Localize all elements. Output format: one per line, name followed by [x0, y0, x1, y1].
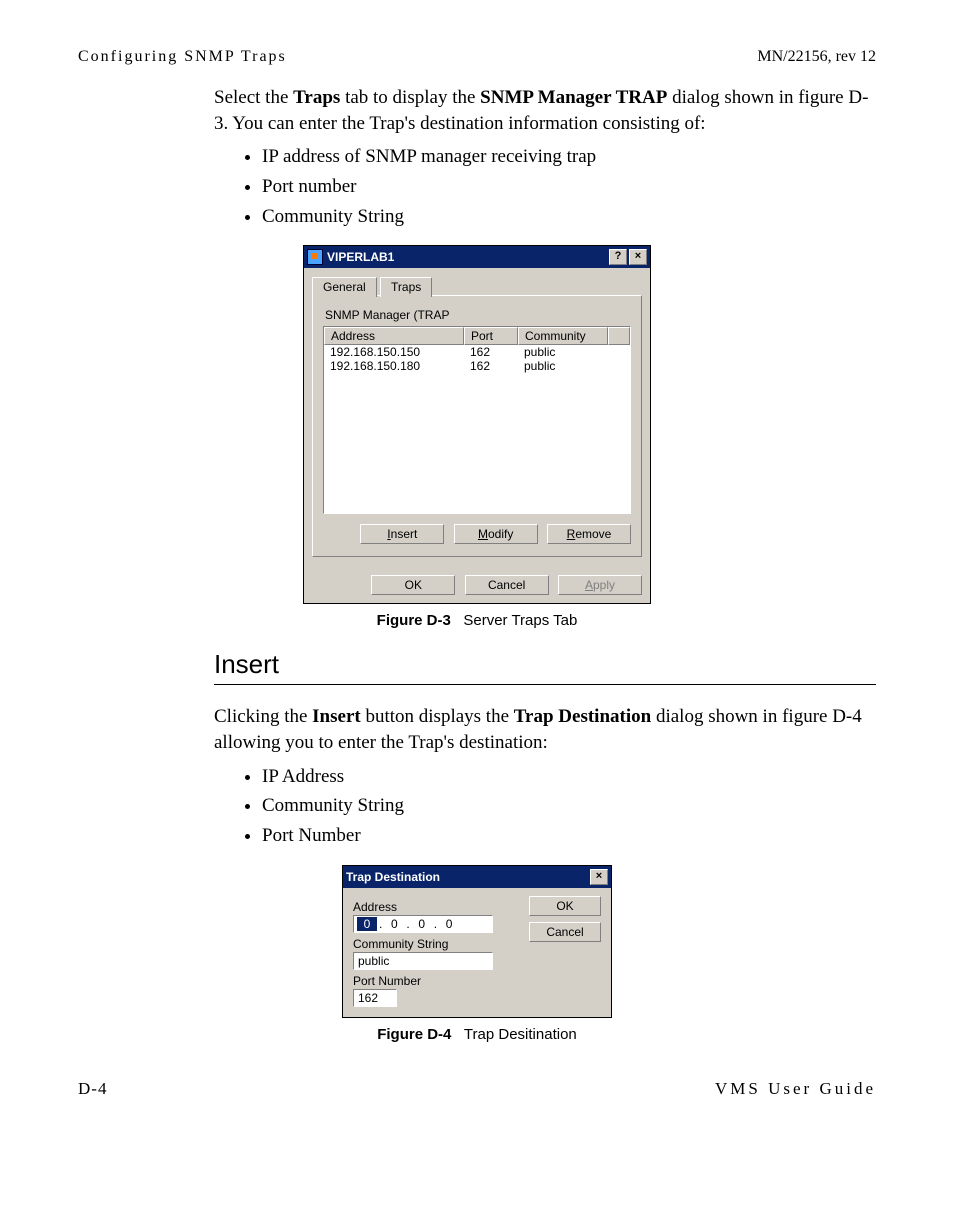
intro-bullets: IP address of SNMP manager receiving tra… — [214, 144, 876, 229]
ok-button[interactable]: OK — [529, 896, 601, 916]
tab-traps[interactable]: Traps — [380, 277, 432, 297]
tab-general[interactable]: General — [312, 277, 377, 297]
cell-address: 192.168.150.180 — [324, 359, 464, 373]
col-port[interactable]: Port — [464, 327, 518, 345]
cancel-button[interactable]: Cancel — [465, 575, 549, 595]
figure-caption-d3: Figure D-3 Server Traps Tab — [78, 612, 876, 629]
figure-caption-d4: Figure D-4 Trap Desitination — [78, 1026, 876, 1043]
community-label: Community String — [353, 937, 519, 951]
port-field[interactable]: 162 — [353, 989, 397, 1007]
section-heading-insert: Insert — [214, 647, 876, 682]
running-head-right: MN/22156, rev 12 — [757, 48, 876, 66]
community-field[interactable]: public — [353, 952, 493, 970]
address-label: Address — [353, 900, 519, 914]
ip-octet-1[interactable]: 0 — [357, 917, 377, 931]
remove-button[interactable]: Remove — [547, 524, 631, 544]
trap-listview[interactable]: Address Port Community 192.168.150.150 1… — [323, 326, 631, 514]
titlebar: VIPERLAB1 ? × — [304, 246, 650, 268]
col-address[interactable]: Address — [324, 327, 464, 345]
insert-paragraph: Clicking the Insert button displays the … — [214, 704, 876, 755]
window-title: Trap Destination — [346, 870, 588, 884]
list-item: Port Number — [262, 823, 876, 849]
cell-community: public — [518, 359, 608, 373]
cell-port: 162 — [464, 359, 518, 373]
app-icon — [307, 249, 323, 265]
cell-community: public — [518, 345, 608, 359]
viperlab1-dialog: VIPERLAB1 ? × General Traps SNMP Manager… — [303, 245, 651, 604]
list-item: Port number — [262, 174, 876, 200]
close-button[interactable]: × — [590, 869, 608, 885]
cancel-button[interactable]: Cancel — [529, 922, 601, 942]
list-item: IP address of SNMP manager receiving tra… — [262, 144, 876, 170]
ip-octet-2[interactable]: 0 — [384, 917, 404, 931]
ip-octet-3[interactable]: 0 — [412, 917, 432, 931]
table-row[interactable]: 192.168.150.150 162 public — [324, 345, 630, 359]
trap-destination-dialog: Trap Destination × Address 0. 0. 0. 0 Co… — [342, 865, 612, 1018]
insert-bullets: IP Address Community String Port Number — [214, 764, 876, 849]
intro-paragraph: Select the Traps tab to display the SNMP… — [214, 85, 876, 136]
ok-button[interactable]: OK — [371, 575, 455, 595]
groupbox-label: SNMP Manager (TRAP — [325, 308, 631, 322]
window-title: VIPERLAB1 — [327, 250, 607, 264]
col-spacer — [608, 327, 630, 345]
list-item: Community String — [262, 793, 876, 819]
help-button[interactable]: ? — [609, 249, 627, 265]
table-row[interactable]: 192.168.150.180 162 public — [324, 359, 630, 373]
list-item: Community String — [262, 204, 876, 230]
titlebar: Trap Destination × — [343, 866, 611, 888]
cell-port: 162 — [464, 345, 518, 359]
modify-button[interactable]: Modify — [454, 524, 538, 544]
col-community[interactable]: Community — [518, 327, 608, 345]
cell-address: 192.168.150.150 — [324, 345, 464, 359]
ip-address-field[interactable]: 0. 0. 0. 0 — [353, 915, 493, 933]
footer-title: VMS User Guide — [715, 1079, 876, 1099]
running-head-left: Configuring SNMP Traps — [78, 48, 287, 66]
insert-button[interactable]: Insert — [360, 524, 444, 544]
ip-octet-4[interactable]: 0 — [439, 917, 459, 931]
close-button[interactable]: × — [629, 249, 647, 265]
port-label: Port Number — [353, 974, 519, 988]
section-rule — [214, 684, 876, 685]
page-number: D-4 — [78, 1079, 107, 1099]
apply-button[interactable]: Apply — [558, 575, 642, 595]
list-item: IP Address — [262, 764, 876, 790]
